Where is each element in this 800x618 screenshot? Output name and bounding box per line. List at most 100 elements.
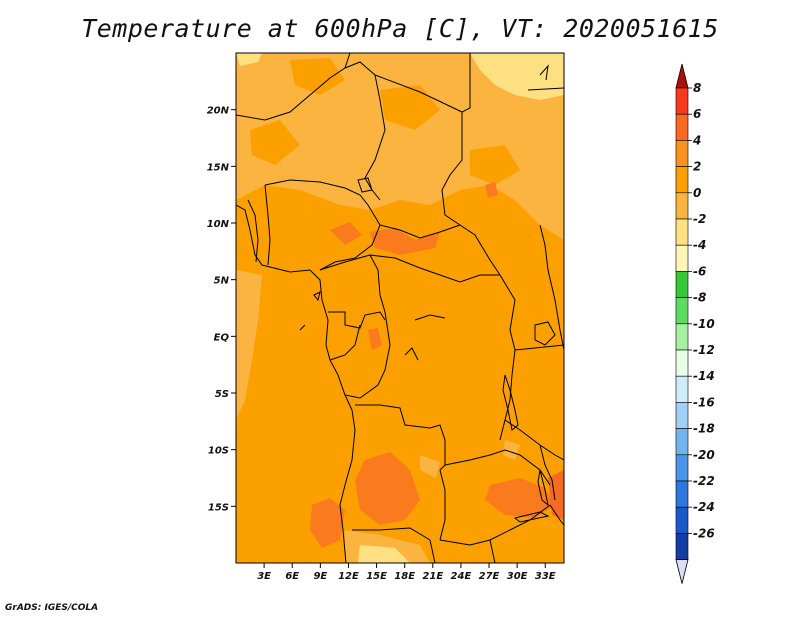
y-axis: 20N 15N 10N 5N EQ 5S 10S 15S — [207, 106, 236, 513]
colorbar-segment — [675, 402, 689, 429]
x-axis: 3E 6E 9E 12E 15E 18E 21E 24E 27E 30E 33E — [257, 563, 556, 582]
coast-fragment-2 — [313, 291, 321, 302]
field-cool-patch-2 — [380, 85, 440, 130]
field-warm-6 — [310, 498, 345, 548]
x-tick-label: 30E — [507, 571, 528, 582]
colorbar-bottom-arrow — [675, 559, 689, 584]
map-frame — [235, 52, 565, 564]
border-cameroon — [319, 254, 386, 313]
border-gabon — [328, 311, 386, 329]
border-nigeria-2 — [264, 184, 271, 266]
colorbar-segment — [675, 428, 689, 456]
river-drc-2 — [404, 347, 419, 361]
colorbar-segment — [675, 297, 689, 325]
colorbar-top-arrow — [675, 63, 689, 89]
lake-chad — [357, 177, 373, 193]
border-nigeria-1 — [264, 179, 381, 271]
colorbar-segment — [675, 506, 689, 534]
colorbar-label: 8 — [693, 81, 701, 95]
x-tick-label: 18E — [394, 571, 415, 582]
colorbar-segment — [675, 349, 689, 377]
field-warm-2 — [370, 228, 440, 255]
field-warm-3 — [485, 182, 498, 198]
colorbar-label: 2 — [693, 160, 701, 174]
colorbar-label: -4 — [693, 238, 706, 252]
border-angola-south — [352, 527, 431, 541]
colorbar-segment — [675, 271, 689, 298]
field-cool-patch-3 — [250, 120, 300, 165]
border-east-1 — [539, 224, 564, 351]
colorbar-segment — [675, 140, 689, 167]
y-tick-label: EQ — [214, 332, 230, 343]
field-cool-patch-1 — [290, 58, 345, 95]
border-zambia-south — [439, 504, 551, 546]
colorbar-segment — [675, 166, 689, 194]
field-cool-patch-4 — [470, 145, 520, 185]
field-warm-4 — [368, 328, 382, 350]
x-tick-label: 27E — [479, 571, 500, 582]
border-congo — [329, 324, 361, 361]
colorbar-label: -8 — [693, 291, 706, 305]
y-tick-label: 20N — [207, 106, 230, 117]
lake-tanganyika — [502, 374, 519, 431]
borders — [236, 53, 564, 563]
x-tick-label: 33E — [535, 571, 556, 582]
colorbar-label: 6 — [693, 107, 701, 121]
y-tick-label: 5S — [215, 389, 229, 400]
colorbar-segment — [675, 533, 689, 560]
colorbar-segment — [675, 113, 689, 141]
border-chad-car — [379, 224, 461, 239]
coastline-west — [236, 204, 356, 563]
border-botswana — [489, 539, 496, 563]
colorbar-label: -24 — [693, 500, 715, 514]
coastline-ne — [527, 87, 564, 91]
colorbar-label: -6 — [693, 264, 706, 278]
field-cool-west — [236, 270, 262, 420]
border-car-south — [369, 254, 500, 283]
lake-kariba — [513, 511, 550, 523]
y-tick-label: 10N — [207, 219, 230, 230]
border-congo-drc — [344, 311, 391, 399]
border-sahara-3 — [441, 53, 501, 276]
colorbar-label: -12 — [693, 343, 715, 357]
colorbar: 8 6 4 2 0 -2 -4 -6 -8 -10 -12 -14 -16 -18 -20 -22 -24 -26 — [675, 63, 715, 584]
colorbar-segment — [675, 87, 689, 115]
colorbar-segment — [675, 218, 689, 246]
x-tick-label: 21E — [422, 571, 443, 582]
border-east-2 — [514, 344, 564, 351]
field-cool-south-3 — [503, 440, 520, 460]
x-tick-label: 9E — [313, 571, 327, 582]
y-tick-label: 15N — [207, 162, 230, 173]
colorbar-label: -18 — [693, 422, 715, 436]
colorbar-segment — [675, 480, 689, 508]
field-coolest-south — [358, 545, 410, 563]
colorbar-label: -20 — [693, 448, 715, 462]
coastline-nile — [539, 64, 549, 81]
colorbar-label: 4 — [692, 133, 701, 147]
colorbar-label: -2 — [693, 212, 706, 226]
colorbar-label: -10 — [693, 317, 715, 331]
x-tick-label: 6E — [285, 571, 299, 582]
colorbar-segment — [675, 323, 689, 351]
x-tick-label: 24E — [451, 571, 472, 582]
x-tick-label: 3E — [257, 571, 271, 582]
border-sahara-1 — [236, 61, 386, 201]
y-tick-label: 5N — [214, 276, 230, 287]
field-warm-5 — [355, 452, 420, 525]
field-coolest-ne — [470, 53, 564, 100]
y-tick-label: 10S — [208, 446, 229, 457]
coast-fragment-1 — [299, 324, 306, 331]
lake-malawi — [537, 469, 549, 507]
colorbar-segment — [675, 375, 689, 403]
colorbar-segment — [675, 192, 689, 220]
x-tick-label: 12E — [338, 571, 359, 582]
colorbar-label: 0 — [693, 186, 701, 200]
border-malawi — [539, 444, 556, 501]
temperature-field — [236, 53, 564, 563]
border-drc-east — [499, 274, 516, 441]
colorbar-label: -14 — [693, 369, 715, 383]
border-angola-zambia — [439, 469, 446, 541]
colorbar-label: -26 — [693, 526, 715, 540]
lake-victoria — [534, 321, 556, 346]
